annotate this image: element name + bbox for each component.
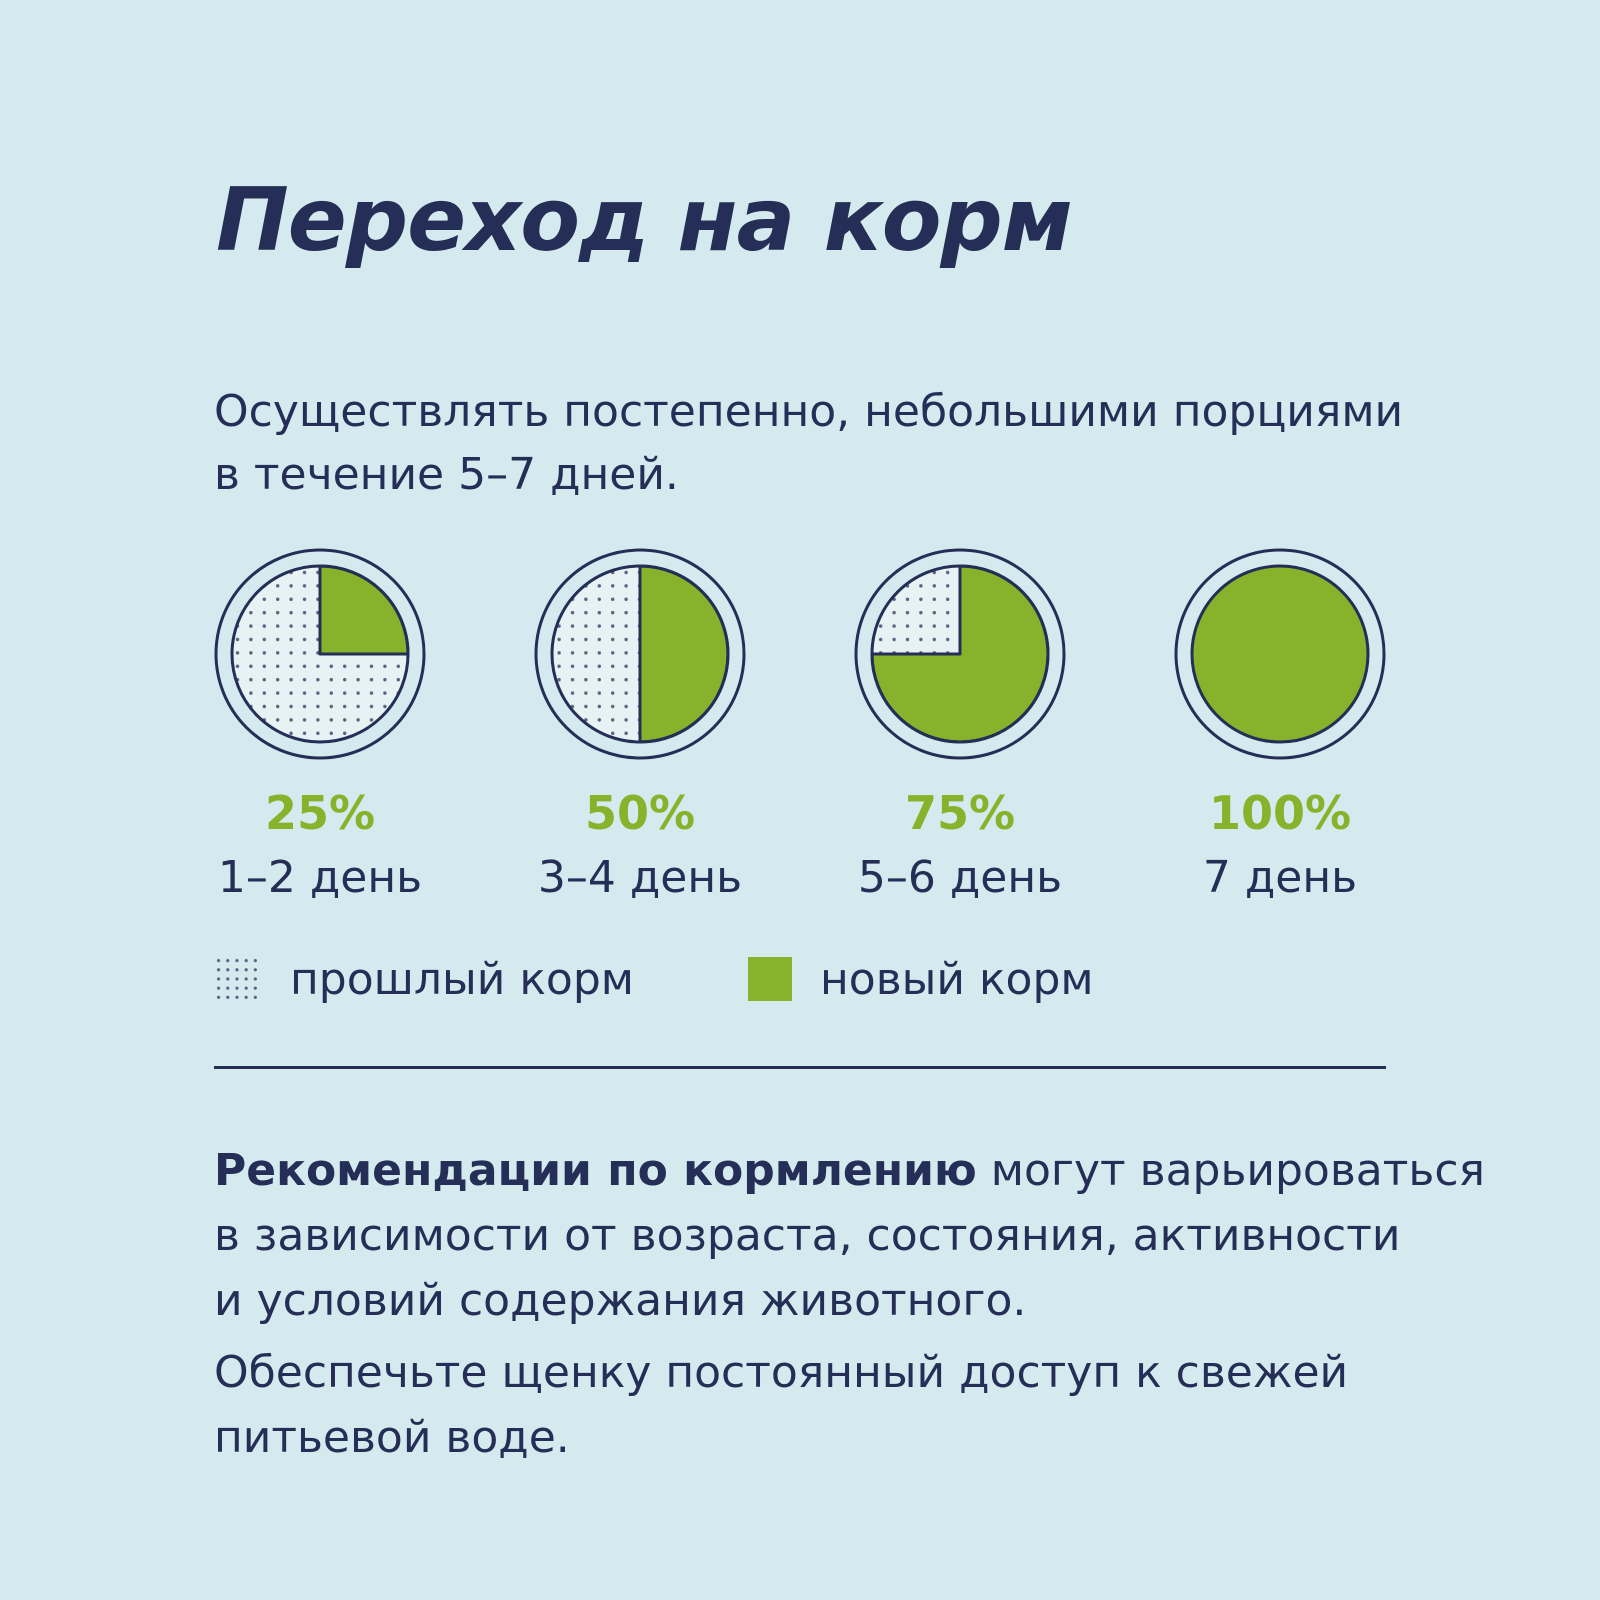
- legend-new-food: новый корм: [748, 953, 1094, 1005]
- intro-line-2: в течение 5–7 дней.: [214, 449, 679, 500]
- legend-dots-swatch: [214, 956, 260, 1002]
- pie-percent-label: 100%: [1208, 786, 1352, 840]
- pie-slice-new-food: [638, 564, 730, 744]
- pie-percent-label: 75%: [904, 786, 1016, 840]
- water-note-line-1: Обеспечьте щенку постоянный доступ к све…: [214, 1347, 1349, 1398]
- pie-outer-ring: [1174, 548, 1386, 760]
- feeding-note-line-2: в зависимости от возраста, состояния, ак…: [214, 1210, 1401, 1261]
- pie-1: [214, 548, 426, 760]
- legend-old-food: прошлый корм: [214, 953, 634, 1005]
- pie-percent-label: 25%: [264, 786, 376, 840]
- pie-day-label: 7 день: [1202, 852, 1358, 903]
- pie-4: [1174, 548, 1386, 760]
- divider: [214, 1066, 1386, 1069]
- pie-percent-label: 50%: [584, 786, 696, 840]
- pie-inner-ring: [870, 564, 1050, 744]
- feeding-note-line-3: и условий содержания животного.: [214, 1275, 1027, 1326]
- pie-3: [854, 548, 1066, 760]
- feeding-note-line-1: Рекомендации по кормлению могут варьиров…: [214, 1138, 1485, 1203]
- pie-outer-ring: [854, 548, 1066, 760]
- water-note: Обеспечьте щенку постоянный доступ к све…: [214, 1340, 1474, 1470]
- pie-day-label: 3–4 день: [537, 852, 743, 903]
- pie-2: [534, 548, 746, 760]
- legend-new-label: новый корм: [820, 953, 1094, 1005]
- pie-inner-ring: [230, 564, 410, 744]
- pie-inner-ring: [550, 564, 730, 744]
- intro-text: Осуществлять постепенно, небольшими порц…: [214, 380, 1454, 506]
- feeding-note-bold: Рекомендации по кормлению: [214, 1145, 977, 1196]
- intro-line-1: Осуществлять постепенно, небольшими порц…: [214, 386, 1404, 437]
- legend-green-swatch: [748, 957, 792, 1001]
- page-title: Переход на корм: [216, 169, 1073, 271]
- pie-outer-ring: [534, 548, 746, 760]
- feeding-note: Рекомендации по кормлению могут варьиров…: [214, 1138, 1485, 1333]
- legend-old-label: прошлый корм: [290, 953, 634, 1005]
- water-note-line-2: питьевой воде.: [214, 1412, 570, 1463]
- pie-outer-ring: [214, 548, 426, 760]
- pie-day-label: 1–2 день: [217, 852, 423, 903]
- pie-day-label: 5–6 день: [857, 852, 1063, 903]
- pie-charts: [214, 548, 1386, 760]
- feeding-note-rest: могут варьироваться: [976, 1145, 1485, 1196]
- pie-slice-new-food: [1190, 564, 1370, 744]
